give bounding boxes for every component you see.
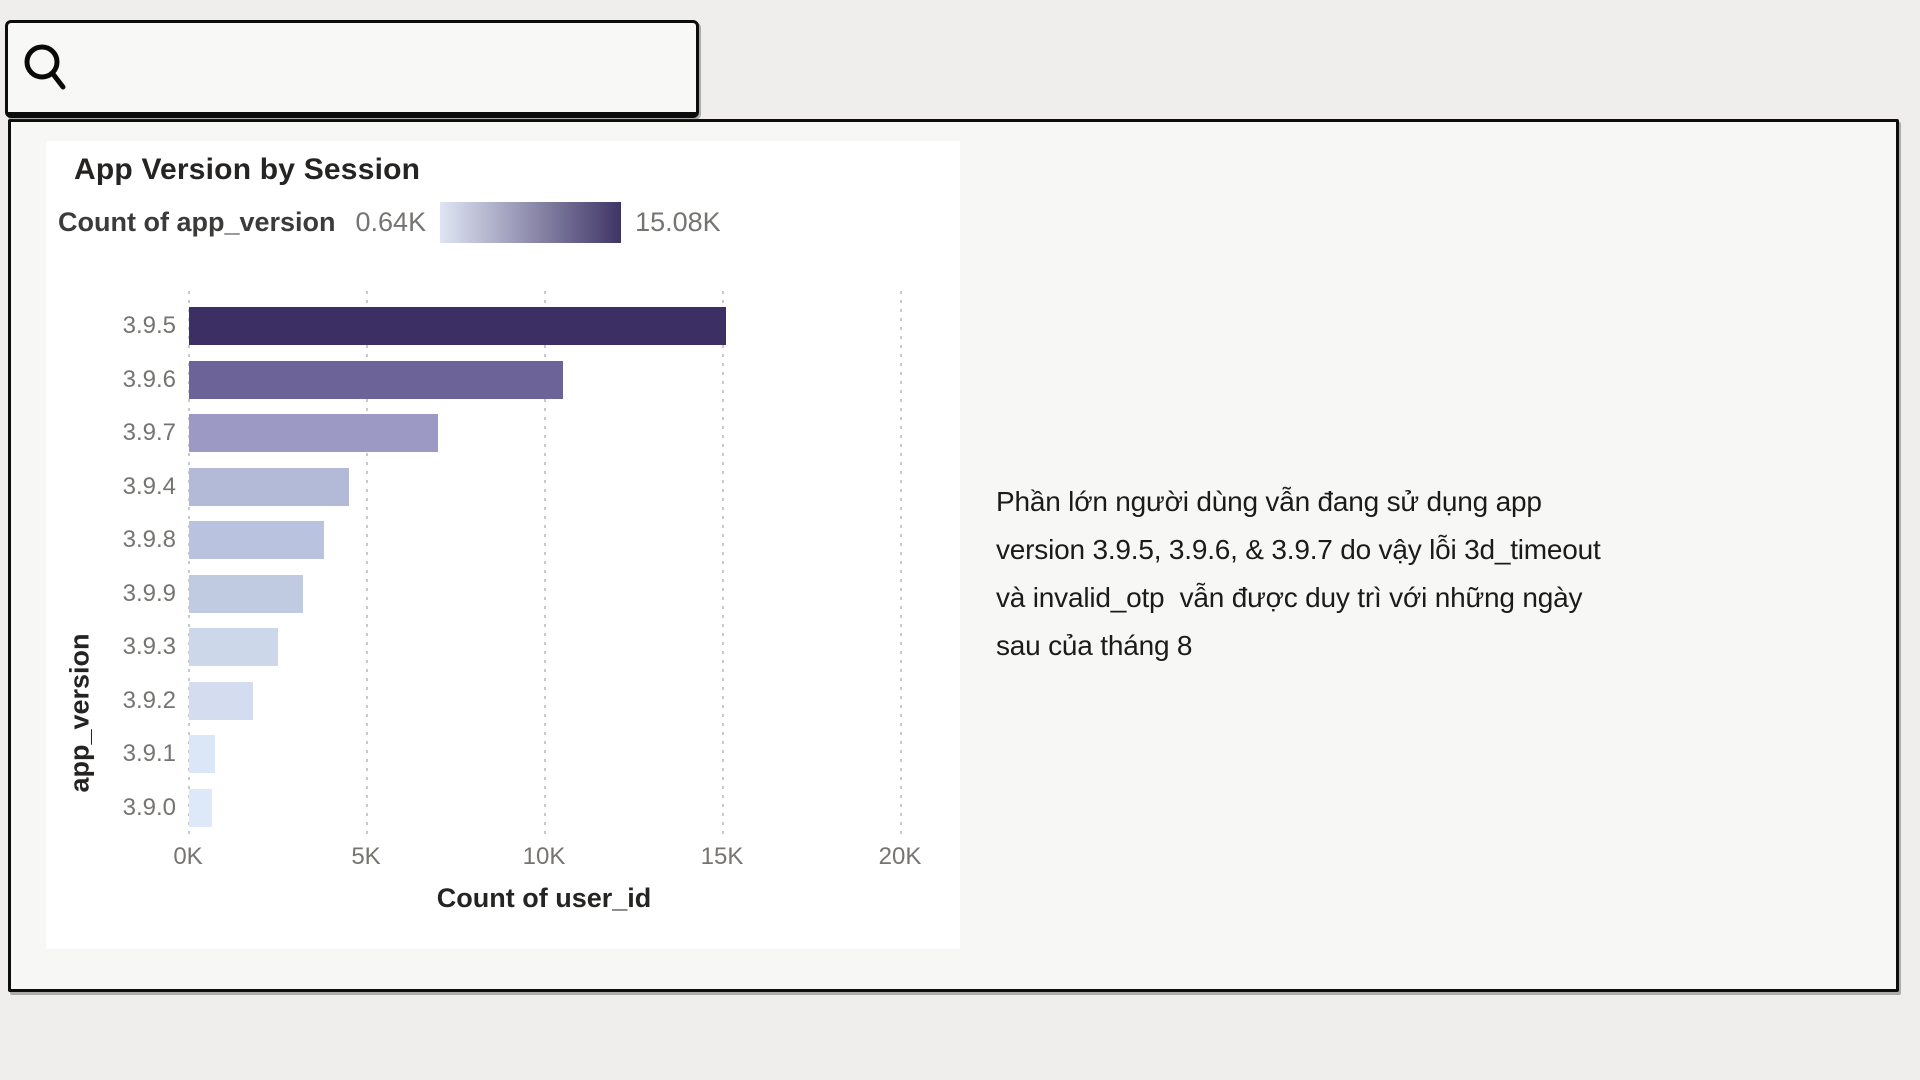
x-axis-tick-label: 20K [878,843,922,870]
note-line: version 3.9.5, 3.9.6, & 3.9.7 do vậy lỗi… [996,534,1601,565]
legend-max-value: 15.08K [635,206,721,237]
y-axis-category-label: 3.9.2 [122,686,176,714]
chart-bar-3.9.2[interactable] [189,681,253,720]
search-bar[interactable] [5,20,699,118]
chart-bar-3.9.9[interactable] [189,574,303,613]
note-line: và invalid_otp vẫn được duy trì với nhữn… [996,582,1583,613]
legend-label: Count of app_version [58,206,336,237]
gridline-vertical [544,291,546,836]
search-icon [24,44,66,89]
chart-bar-3.9.5[interactable] [189,307,726,345]
note-line: Phần lớn người dùng vẫn đang sử dụng app [996,486,1542,517]
gridline-vertical [188,291,190,836]
y-axis-category-label: 3.9.9 [122,579,176,607]
gridline-vertical [722,291,724,836]
y-axis-category-label: 3.9.0 [122,793,176,821]
note-line: sau của tháng 8 [996,630,1193,661]
y-axis-category-label: 3.9.6 [122,365,176,393]
annotation-note: Phần lớn người dùng vẫn đang sử dụng app… [996,478,1601,670]
y-axis-category-label: 3.9.1 [122,740,176,767]
chart-bar-3.9.7[interactable] [189,414,438,452]
legend-gradient-bar [440,201,622,243]
chart-bar-3.9.6[interactable] [189,360,563,399]
chart-card: App Version by Session Count of app_vers… [46,141,960,949]
chart-title: App Version by Session [74,153,421,186]
legend-min-value: 0.64K [355,206,427,237]
gridline-vertical [900,291,902,836]
gridline-vertical [366,291,368,836]
chart-bar-3.9.3[interactable] [189,628,278,666]
x-axis-tick-label: 5K [351,843,381,870]
chart-bar-3.9.1[interactable] [189,735,215,773]
y-axis-category-label: 3.9.5 [122,312,176,339]
x-axis-tick-label: 10K [522,843,566,870]
y-axis-category-label: 3.9.3 [122,633,176,660]
x-axis-tick-label: 15K [700,843,744,870]
chart-legend: Count of app_version 0.64K 15.08K [58,199,721,245]
y-axis-category-label: 3.9.8 [122,526,176,553]
chart-bar-3.9.0[interactable] [189,788,212,827]
x-axis-tick-label: 0K [173,843,203,870]
chart-bar-3.9.8[interactable] [189,521,324,559]
y-axis-category-label: 3.9.7 [122,419,176,446]
bar-chart-plot-area: Count of user_id app_version 0K 5K 10K 15K 2… [46,291,960,941]
y-axis-category-label: 3.9.4 [122,472,176,500]
chart-bar-3.9.4[interactable] [189,467,349,506]
x-axis-title: Count of user_id [436,883,652,913]
search-input[interactable] [84,36,682,99]
